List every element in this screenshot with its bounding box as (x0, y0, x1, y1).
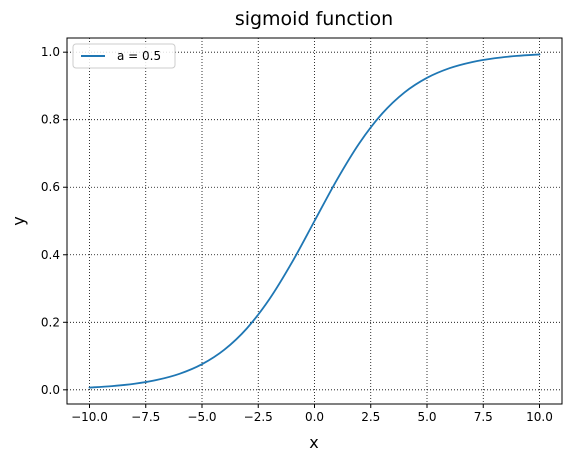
x-axis-label: x (309, 433, 318, 452)
x-ticks: −10.0 −7.5 −5.0 −2.5 0.0 2.5 5.0 7.5 10.0 (71, 404, 553, 424)
y-tick-label: 0.8 (41, 113, 60, 127)
y-axis-label: y (9, 216, 28, 225)
x-tick-label: 2.5 (361, 410, 380, 424)
y-tick-label: 0.2 (41, 315, 60, 329)
y-tick-label: 0.0 (41, 383, 60, 397)
x-tick-label: −2.5 (244, 410, 273, 424)
x-tick-label: 7.5 (474, 410, 493, 424)
y-tick-label: 1.0 (41, 45, 60, 59)
x-tick-label: 5.0 (417, 410, 436, 424)
series-line (88, 53, 541, 389)
chart-title: sigmoid function (235, 8, 393, 30)
y-tick-label: 0.4 (41, 248, 60, 262)
legend-box (72, 43, 176, 69)
x-tick-label: −7.5 (131, 410, 160, 424)
y-ticks: 0.0 0.2 0.4 0.6 0.8 1.0 (41, 45, 67, 397)
legend-label: a = 0.5 (117, 49, 161, 63)
y-tick-label: 0.6 (41, 180, 60, 194)
legend: a = 0.5 (72, 43, 176, 69)
series-lines (88, 53, 541, 389)
x-tick-label: −10.0 (71, 410, 108, 424)
x-tick-label: −5.0 (187, 410, 216, 424)
x-tick-label: 0.0 (305, 410, 324, 424)
x-tick-label: 10.0 (526, 410, 553, 424)
